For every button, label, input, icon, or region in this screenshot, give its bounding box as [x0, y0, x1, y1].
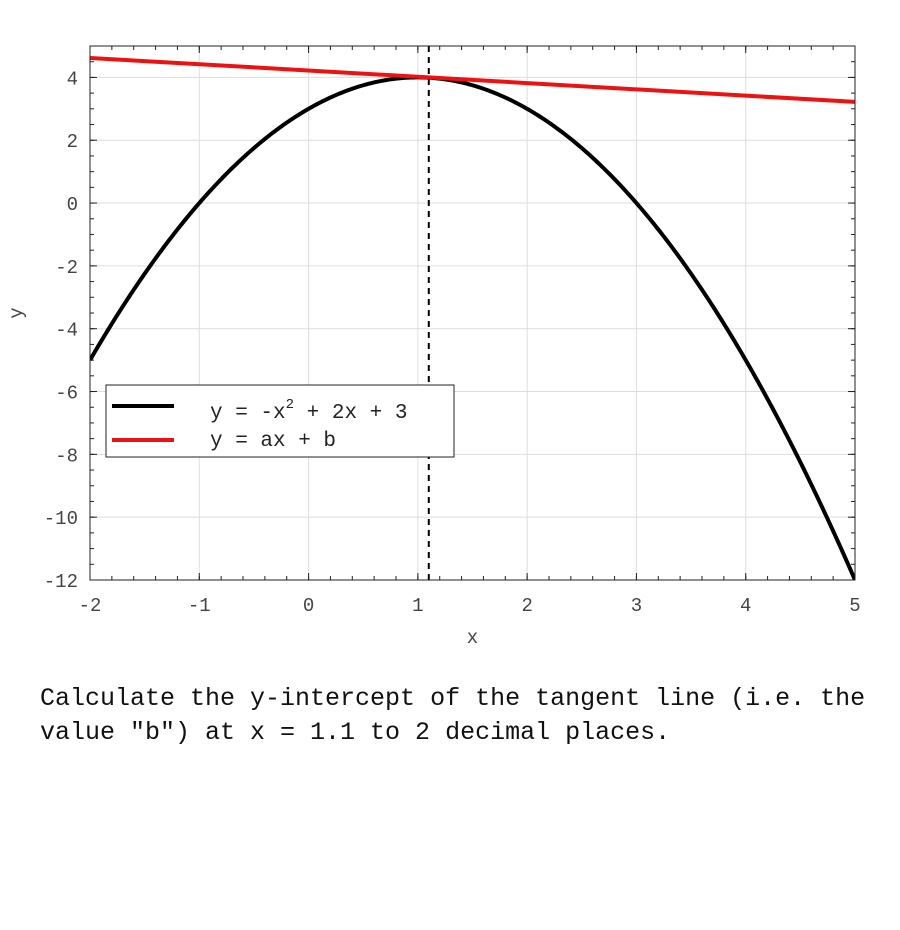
- x-tick-label: 3: [631, 595, 642, 617]
- x-tick-label: 4: [740, 595, 751, 617]
- y-tick-label: -8: [55, 445, 78, 467]
- plot-frame: [89, 45, 856, 581]
- grid: [89, 46, 856, 581]
- y-tick-label: -2: [55, 257, 78, 279]
- y-tick-label: -4: [55, 320, 78, 342]
- x-tick-label: 2: [521, 595, 532, 617]
- x-tick-label: 0: [303, 595, 314, 617]
- legend-box: [105, 384, 455, 458]
- legend-label-parabola: y = -x2 + 2x + 3: [210, 397, 407, 425]
- y-tick-label: 2: [67, 131, 78, 153]
- y-tick-label: -12: [44, 571, 78, 593]
- y-tick-label: -10: [44, 508, 78, 530]
- x-tick-label: -1: [188, 595, 211, 617]
- x-axis-label: x: [467, 627, 478, 649]
- y-tick-label: -6: [55, 383, 78, 405]
- series-line-tangent: [90, 55, 855, 104]
- ticks: [89, 45, 856, 581]
- series-line-parabola: [90, 75, 855, 580]
- y-tick-label: 4: [67, 68, 78, 90]
- legend-label-tangent: y = ax + b: [210, 430, 336, 453]
- x-tick-label: -2: [79, 595, 102, 617]
- question-text: Calculate the y-intercept of the tangent…: [40, 684, 866, 747]
- series-group: [90, 46, 855, 580]
- legend: y = -x2 + 2x + 3 y = ax + b: [105, 384, 455, 458]
- series-layer: [90, 46, 855, 580]
- x-tick-label: 5: [849, 595, 860, 617]
- x-tick-label: 1: [412, 595, 423, 617]
- y-axis-label: y: [6, 307, 28, 318]
- y-tick-label: 0: [67, 194, 78, 216]
